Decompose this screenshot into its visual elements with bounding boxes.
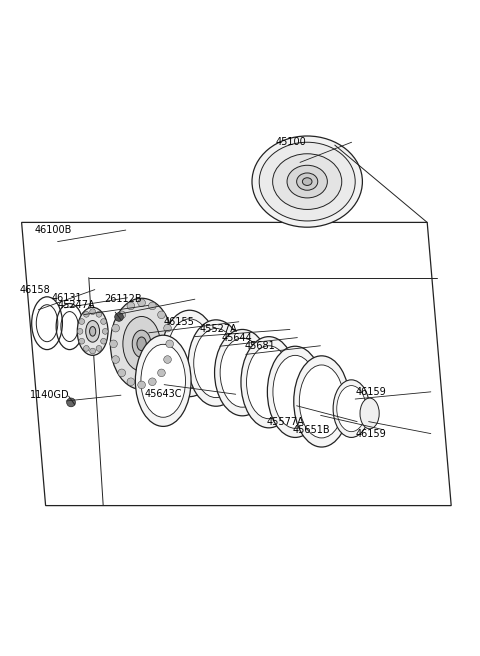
Ellipse shape xyxy=(138,381,145,389)
Ellipse shape xyxy=(273,154,342,209)
Ellipse shape xyxy=(168,319,212,388)
Text: 46159: 46159 xyxy=(355,387,386,397)
Ellipse shape xyxy=(77,329,83,335)
Ellipse shape xyxy=(247,346,291,419)
Text: 45681: 45681 xyxy=(245,340,276,351)
Ellipse shape xyxy=(135,335,191,426)
Ellipse shape xyxy=(118,369,126,377)
Ellipse shape xyxy=(294,356,349,447)
Ellipse shape xyxy=(194,329,238,398)
Ellipse shape xyxy=(360,398,379,429)
Ellipse shape xyxy=(86,321,99,342)
Ellipse shape xyxy=(102,329,108,335)
Ellipse shape xyxy=(337,386,366,432)
Ellipse shape xyxy=(90,309,96,315)
Ellipse shape xyxy=(96,312,102,318)
Ellipse shape xyxy=(90,348,96,354)
Ellipse shape xyxy=(109,340,117,348)
Text: 45644: 45644 xyxy=(222,333,252,342)
Ellipse shape xyxy=(67,398,75,407)
Ellipse shape xyxy=(90,327,96,336)
Text: 1140GD: 1140GD xyxy=(30,390,70,400)
Ellipse shape xyxy=(273,356,317,428)
Ellipse shape xyxy=(157,311,165,319)
Ellipse shape xyxy=(188,320,244,406)
Ellipse shape xyxy=(101,338,107,344)
Ellipse shape xyxy=(115,313,123,321)
Ellipse shape xyxy=(112,356,120,363)
Ellipse shape xyxy=(96,346,102,351)
Text: 45247A: 45247A xyxy=(58,300,95,310)
Text: 45527A: 45527A xyxy=(199,325,237,335)
Ellipse shape xyxy=(333,380,370,438)
Ellipse shape xyxy=(148,378,156,386)
Ellipse shape xyxy=(77,308,108,356)
Ellipse shape xyxy=(137,337,146,351)
Ellipse shape xyxy=(302,178,312,186)
Ellipse shape xyxy=(287,165,327,198)
Ellipse shape xyxy=(252,136,362,227)
Ellipse shape xyxy=(127,378,135,386)
Text: 26112B: 26112B xyxy=(104,294,142,304)
Ellipse shape xyxy=(162,310,217,397)
Ellipse shape xyxy=(127,302,135,310)
Ellipse shape xyxy=(164,324,171,332)
Ellipse shape xyxy=(157,369,165,377)
Ellipse shape xyxy=(220,338,264,407)
Ellipse shape xyxy=(267,346,323,438)
Ellipse shape xyxy=(259,142,355,221)
Ellipse shape xyxy=(166,340,173,348)
Text: 45577A: 45577A xyxy=(266,417,304,426)
Ellipse shape xyxy=(123,316,160,371)
Ellipse shape xyxy=(79,338,84,344)
Text: 45643C: 45643C xyxy=(145,389,182,400)
Ellipse shape xyxy=(164,356,171,363)
Ellipse shape xyxy=(215,329,270,416)
Text: 45100: 45100 xyxy=(276,137,307,147)
Ellipse shape xyxy=(132,330,151,358)
Ellipse shape xyxy=(110,298,173,390)
Text: 46159: 46159 xyxy=(355,428,386,439)
Ellipse shape xyxy=(84,312,89,318)
Text: 46158: 46158 xyxy=(19,285,50,295)
Ellipse shape xyxy=(148,302,156,310)
Ellipse shape xyxy=(118,311,126,319)
Text: 45651B: 45651B xyxy=(293,425,330,435)
Ellipse shape xyxy=(297,173,318,190)
Ellipse shape xyxy=(141,344,185,417)
Text: 46100B: 46100B xyxy=(35,225,72,235)
Ellipse shape xyxy=(79,319,84,325)
Text: 46131: 46131 xyxy=(52,293,83,303)
Ellipse shape xyxy=(138,299,145,306)
Ellipse shape xyxy=(112,324,120,332)
Ellipse shape xyxy=(300,365,344,438)
Ellipse shape xyxy=(101,319,107,325)
Text: 46155: 46155 xyxy=(163,317,194,327)
Ellipse shape xyxy=(84,346,89,351)
Ellipse shape xyxy=(241,337,297,428)
